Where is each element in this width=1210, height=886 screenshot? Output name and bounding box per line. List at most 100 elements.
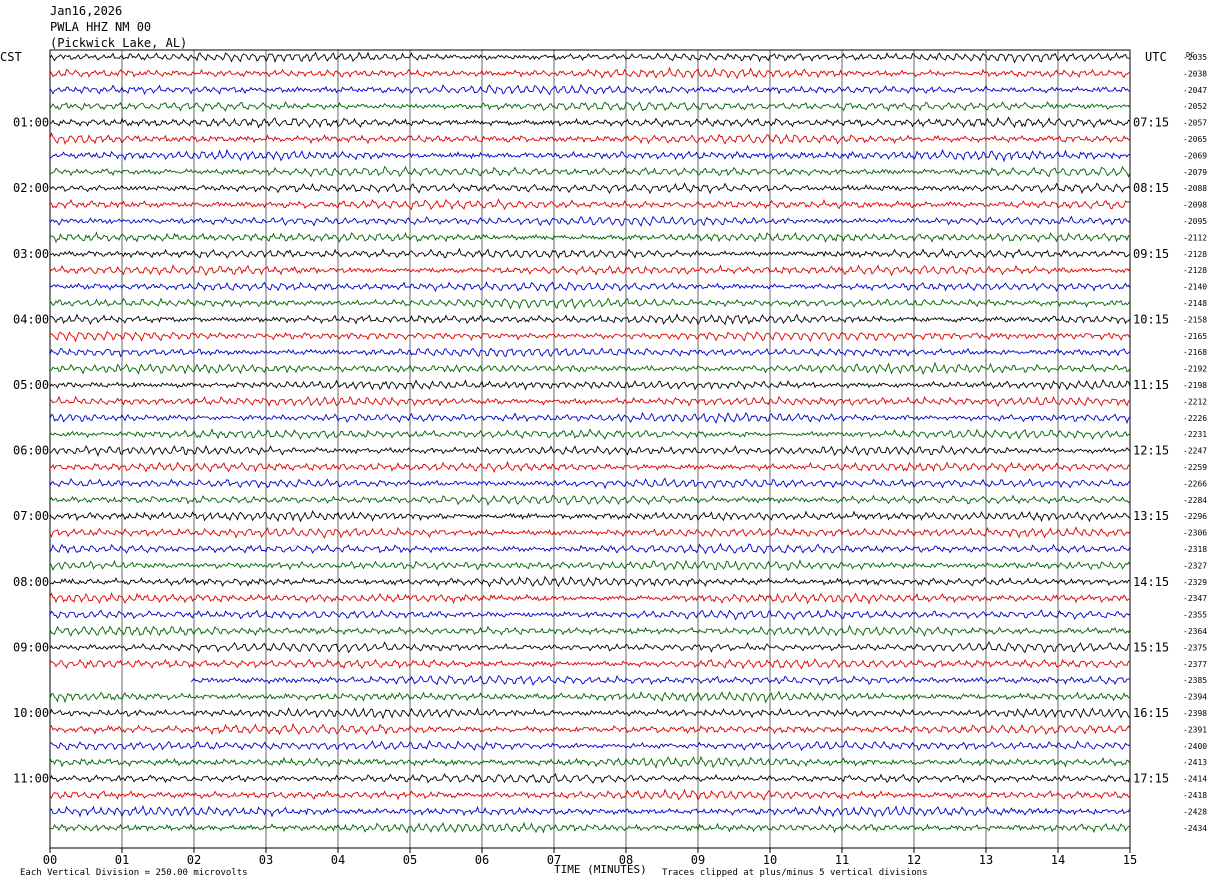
trace-row xyxy=(49,165,1131,178)
row-value-label: -2364 xyxy=(1183,627,1207,636)
scale-note: Each Vertical Division = 250.00 microvol… xyxy=(20,868,248,878)
cst-hour-label: 09:00 xyxy=(13,640,49,654)
row-value-label: -2306 xyxy=(1183,529,1207,538)
x-tick-label: 15 xyxy=(1123,853,1137,867)
utc-hour-label: 12:15 xyxy=(1133,444,1169,458)
trace-row xyxy=(49,740,1131,752)
x-tick-label: 04 xyxy=(331,853,345,867)
plot-frame xyxy=(49,49,1131,849)
row-value-label: -2038 xyxy=(1183,69,1207,78)
trace-row xyxy=(49,347,1131,358)
trace-row xyxy=(49,231,1131,244)
row-value-label: -2434 xyxy=(1183,824,1207,833)
row-value-label: -2247 xyxy=(1183,447,1207,456)
row-value-label: -2400 xyxy=(1183,742,1207,751)
x-axis-title: TIME (MINUTES) xyxy=(554,863,647,876)
utc-hour-label: 11:15 xyxy=(1133,378,1169,392)
row-value-label: -2052 xyxy=(1183,102,1207,111)
trace-row xyxy=(49,361,1131,375)
cst-hour-label: 07:00 xyxy=(13,509,49,523)
trace-row xyxy=(49,510,1131,523)
utc-hour-label: 15:15 xyxy=(1133,640,1169,654)
row-value-label: -2065 xyxy=(1183,135,1207,144)
x-tick-label: 09 xyxy=(691,853,705,867)
x-tick-label: 06 xyxy=(475,853,489,867)
row-value-label: -2418 xyxy=(1183,791,1207,800)
trace-row xyxy=(49,690,1131,704)
dc-label: DC xyxy=(1186,51,1194,59)
x-tick-label: 03 xyxy=(259,853,273,867)
trace-row xyxy=(49,722,1131,736)
trace-row xyxy=(49,772,1131,784)
row-value-label: -2266 xyxy=(1183,479,1207,488)
trace-row xyxy=(49,182,1131,195)
row-value-label: -2035 xyxy=(1183,53,1207,62)
row-value-label: -2391 xyxy=(1183,725,1207,734)
trace-row xyxy=(49,148,1131,163)
row-value-label: -2095 xyxy=(1183,217,1207,226)
row-value-label: -2347 xyxy=(1183,594,1207,603)
trace-row xyxy=(49,559,1131,572)
x-tick-label: 14 xyxy=(1051,853,1065,867)
trace-row xyxy=(190,674,1131,687)
cst-hour-label: 10:00 xyxy=(13,706,49,720)
utc-hour-label: 17:15 xyxy=(1133,772,1169,786)
trace-row xyxy=(49,640,1131,654)
row-value-label: -2128 xyxy=(1183,266,1207,275)
row-value-label: -2165 xyxy=(1183,332,1207,341)
x-tick-label: 08 xyxy=(619,853,633,867)
row-value-label: -2088 xyxy=(1183,184,1207,193)
row-value-label: -2414 xyxy=(1183,775,1207,784)
utc-zone-label: UTC xyxy=(1145,50,1167,64)
trace-row xyxy=(49,609,1131,621)
trace-row xyxy=(49,575,1131,588)
trace-row xyxy=(49,755,1131,769)
row-value-label: -2098 xyxy=(1183,201,1207,210)
utc-hour-label: 16:15 xyxy=(1133,706,1169,720)
row-value-label: -2140 xyxy=(1183,283,1207,292)
cst-hour-label: 05:00 xyxy=(13,378,49,392)
trace-row xyxy=(49,247,1131,259)
row-value-label: -2375 xyxy=(1183,643,1207,652)
row-value-label: -2413 xyxy=(1183,758,1207,767)
date-label: Jan16,2026 xyxy=(50,4,123,18)
x-tick-label: 02 xyxy=(187,853,201,867)
cst-hour-label: 02:00 xyxy=(13,181,49,195)
row-value-label: -2377 xyxy=(1183,660,1207,669)
row-value-label: -2212 xyxy=(1183,397,1207,406)
trace-row xyxy=(49,131,1131,145)
cst-hour-label: 01:00 xyxy=(13,116,49,130)
utc-hour-label: 14:15 xyxy=(1133,575,1169,589)
trace-row xyxy=(49,493,1131,506)
row-value-label: -2318 xyxy=(1183,545,1207,554)
trace-row xyxy=(49,264,1131,277)
row-value-label: -2259 xyxy=(1183,463,1207,472)
row-value-label: -2385 xyxy=(1183,676,1207,685)
row-value-label: -2112 xyxy=(1183,233,1207,242)
cst-zone-label: CST xyxy=(0,50,22,64)
trace-row xyxy=(49,804,1131,818)
row-value-label: -2148 xyxy=(1183,299,1207,308)
trace-row xyxy=(49,658,1131,670)
station-label: PWLA HHZ NM 00 xyxy=(50,20,152,34)
row-value-label: -2398 xyxy=(1183,709,1207,718)
row-value-label: -2047 xyxy=(1183,86,1207,95)
trace-row xyxy=(49,395,1131,408)
trace-row xyxy=(49,444,1131,457)
row-value-label: -2079 xyxy=(1183,168,1207,177)
utc-hour-label: 08:15 xyxy=(1133,181,1169,195)
trace-row xyxy=(49,297,1131,310)
trace-row xyxy=(49,66,1131,80)
utc-hour-label: 07:15 xyxy=(1133,116,1169,130)
cst-hour-label: 11:00 xyxy=(13,772,49,786)
trace-row xyxy=(49,116,1131,129)
x-tick-label: 12 xyxy=(907,853,921,867)
x-tick-label: 00 xyxy=(43,853,57,867)
trace-row xyxy=(49,331,1131,343)
utc-hour-label: 09:15 xyxy=(1133,247,1169,261)
trace-row xyxy=(49,821,1131,834)
cst-hour-label: 08:00 xyxy=(13,575,49,589)
row-value-label: -2296 xyxy=(1183,512,1207,521)
cst-hour-label: 04:00 xyxy=(13,312,49,326)
